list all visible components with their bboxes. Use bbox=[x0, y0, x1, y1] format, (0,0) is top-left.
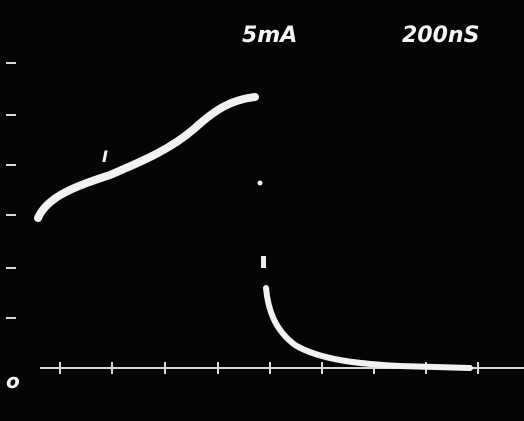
time-scale: 200nS bbox=[402, 23, 479, 48]
rising-trace bbox=[34, 93, 259, 222]
zero-label: o bbox=[6, 369, 20, 393]
trace-dot bbox=[261, 256, 266, 268]
current-scale: 5mA bbox=[242, 23, 297, 48]
trace-label: I bbox=[102, 147, 108, 166]
falling-trace bbox=[263, 285, 473, 371]
trace-dot bbox=[257, 180, 263, 186]
